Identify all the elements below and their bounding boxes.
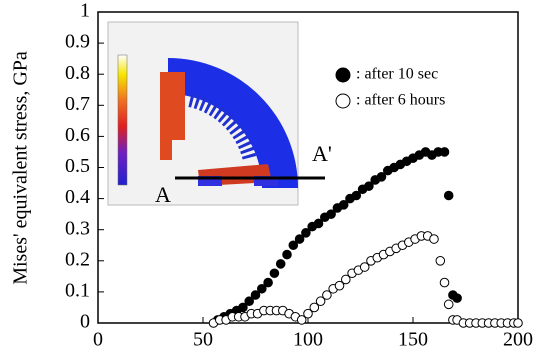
x-tick-label: 100 bbox=[293, 329, 323, 351]
x-tick-label: 0 bbox=[93, 329, 103, 351]
y-tick-label: 1 bbox=[80, 0, 90, 22]
data-point bbox=[453, 294, 462, 303]
page: {"chart_data": {"type": "scatter", "ylab… bbox=[0, 0, 543, 353]
data-point bbox=[444, 191, 453, 200]
x-tick-label: 150 bbox=[398, 329, 428, 351]
chart: A A' Mises' equivalent stress, GPa 0 0.1 0… bbox=[0, 0, 543, 353]
data-point bbox=[264, 278, 273, 287]
annotation: A' bbox=[312, 141, 332, 166]
y-tick-label: 0.1 bbox=[65, 279, 90, 301]
legend-marker bbox=[336, 94, 350, 108]
y-tick-label: 0.3 bbox=[65, 217, 90, 239]
data-point bbox=[444, 300, 453, 309]
annotation: A bbox=[155, 182, 171, 207]
y-tick-label: 0.2 bbox=[65, 248, 90, 270]
data-point bbox=[283, 250, 292, 259]
y-tick-label: 0.4 bbox=[65, 186, 90, 208]
x-tick-label: 50 bbox=[193, 329, 213, 351]
legend-label: : after 10 sec bbox=[356, 66, 438, 83]
data-point bbox=[276, 260, 285, 269]
legend-marker bbox=[336, 68, 350, 82]
legend-label: : after 6 hours bbox=[356, 92, 445, 109]
data-point bbox=[270, 269, 279, 278]
y-axis-label: Mises' equivalent stress, GPa bbox=[10, 51, 32, 285]
y-tick-label: 0.8 bbox=[65, 62, 90, 84]
x-tick-label: 200 bbox=[503, 329, 533, 351]
data-point bbox=[440, 148, 449, 157]
y-tick-label: 0 bbox=[80, 311, 90, 333]
data-point bbox=[436, 257, 445, 266]
data-point bbox=[514, 319, 523, 328]
y-tick-label: 0.6 bbox=[65, 124, 90, 146]
y-tick-label: 0.5 bbox=[65, 155, 90, 177]
y-tick-label: 0.9 bbox=[65, 31, 90, 53]
y-tick-label: 0.7 bbox=[65, 93, 90, 115]
data-point bbox=[430, 235, 439, 244]
data-point bbox=[440, 278, 449, 287]
